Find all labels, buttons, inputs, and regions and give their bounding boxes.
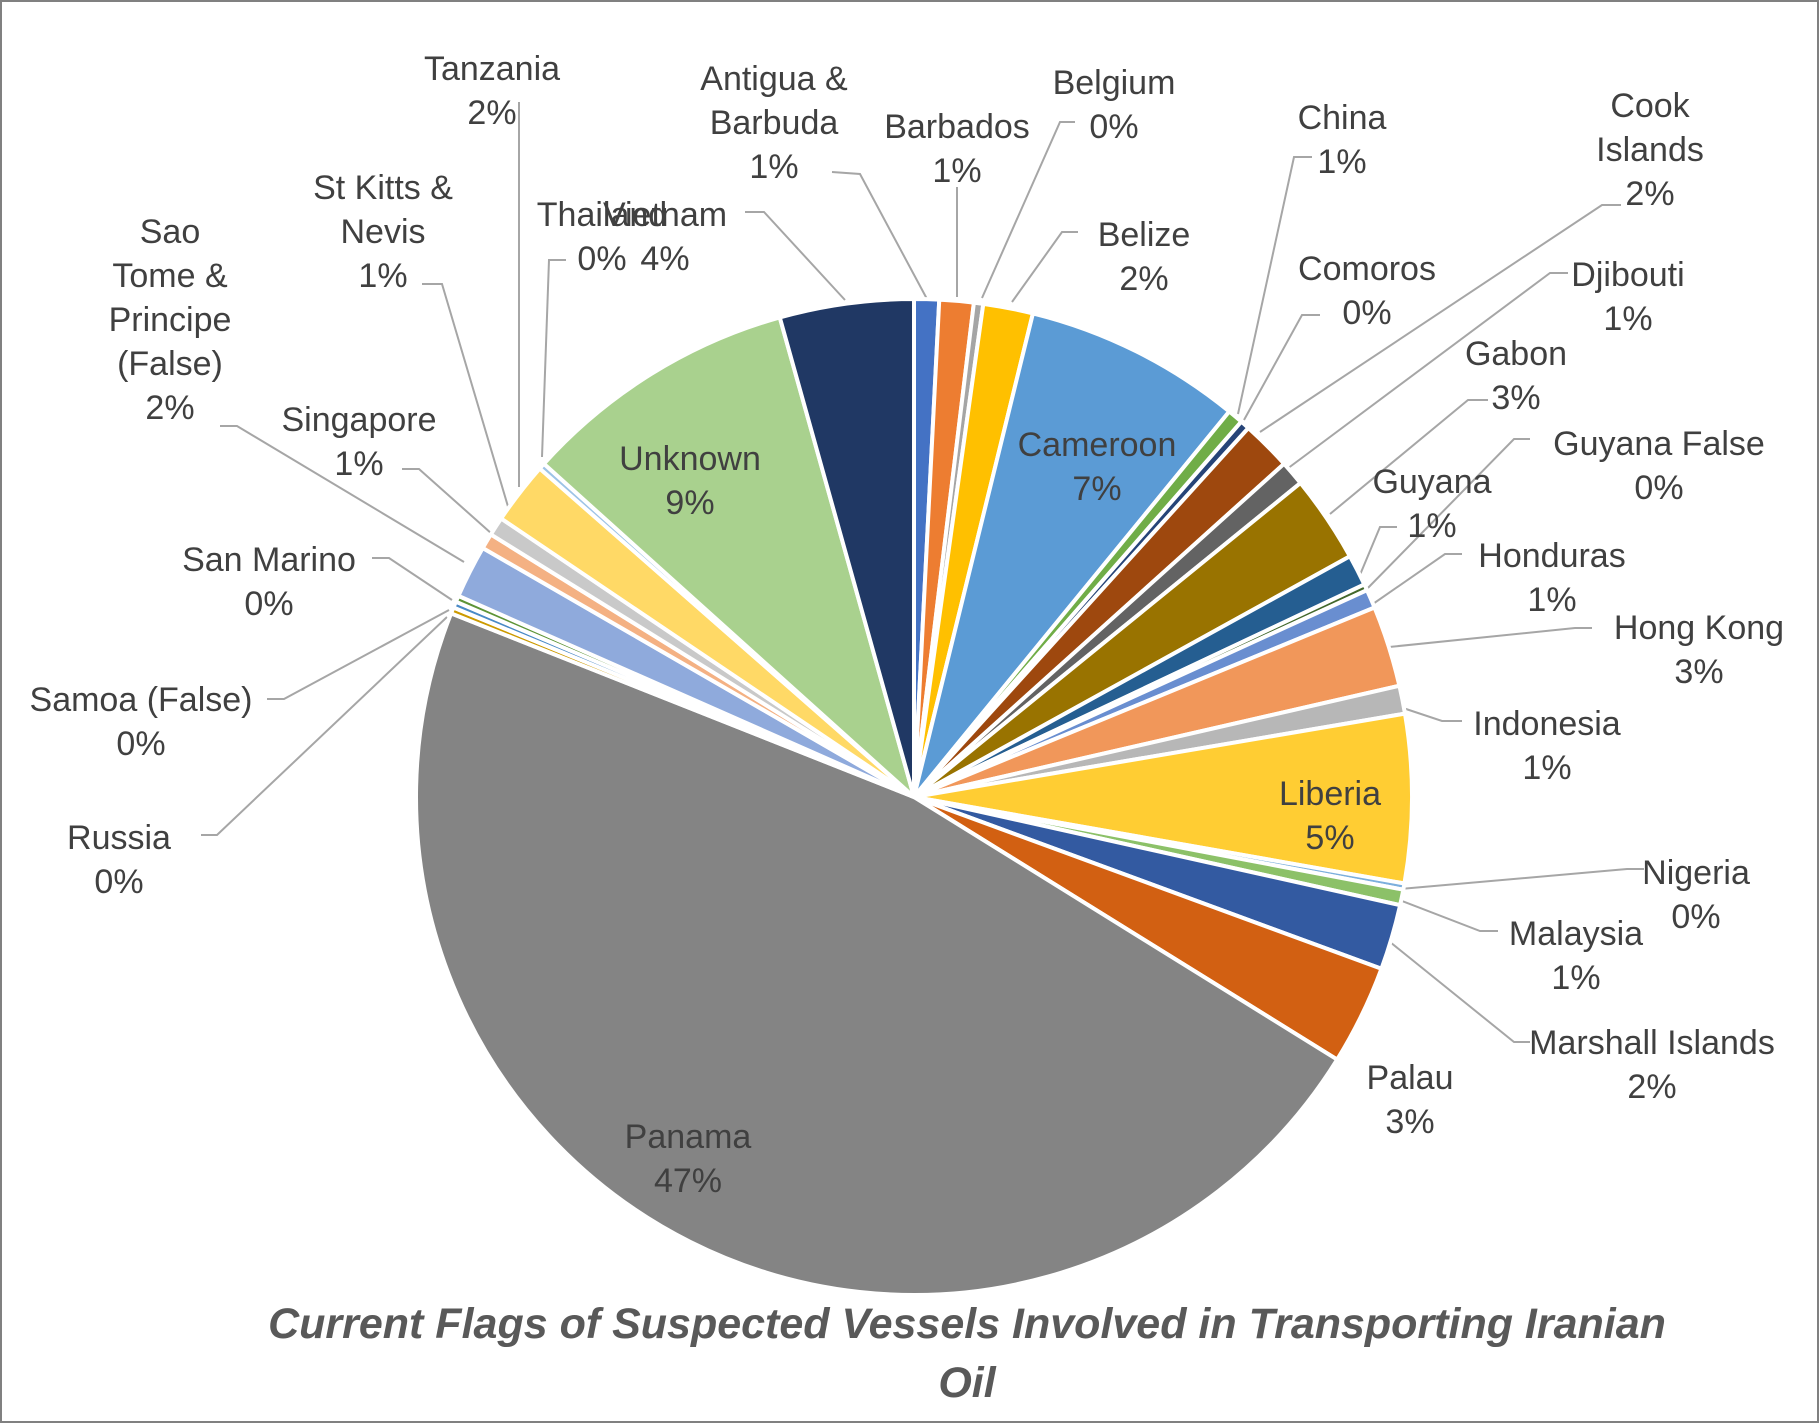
leader-line-hong-kong [1388,627,1592,648]
leader-line-russia [201,616,448,836]
leader-line-guyana [1356,526,1397,583]
chart-title-line-1: Current Flags of Suspected Vessels Invol… [268,1300,1666,1348]
pie-slice-unknown [541,315,916,799]
data-label-belize: Belize 2% [1098,216,1191,298]
data-label-antigua-barbuda: Antigua & Barbuda 1% [700,60,848,186]
data-label-cook-islands: Cook Islands 2% [1596,87,1704,213]
data-label-vietnam: Vietnam 4% [603,196,727,278]
data-label-thailand: Thailand 0% [537,196,667,278]
leader-line-china [1237,156,1312,415]
leader-line-marshall-islands [1389,941,1530,1043]
leader-lines [201,102,1644,1043]
data-label-russia: Russia 0% [67,819,171,901]
leader-line-antigua-barbuda [831,171,928,300]
leader-line-guyana-false [1361,438,1530,595]
data-label-comoros: Comoros 0% [1298,250,1436,332]
leader-line-thailand [541,259,566,458]
data-label-djibouti: Djibouti 1% [1571,256,1684,338]
data-label-indonesia: Indonesia 1% [1473,705,1621,787]
data-label-singapore: Singapore 1% [281,401,436,483]
data-label-liberia: Liberia 5% [1279,775,1381,857]
data-label-unknown: Unknown 9% [619,440,761,522]
leader-line-indonesia [1399,706,1462,722]
data-label-barbados: Barbados 1% [884,108,1030,190]
leader-line-cook-islands [1259,204,1621,433]
data-label-nigeria: Nigeria 0% [1642,854,1750,936]
pie-slices [414,296,1414,1297]
data-label-cameroon: Cameroon 7% [1018,426,1177,508]
leader-line-honduras [1369,553,1462,607]
data-label-panama: Panama 47% [625,1118,752,1200]
leader-line-singapore [402,468,493,535]
data-label-sao-tome-principe-false: Sao Tome & Principe (False) 2% [109,213,232,427]
leader-line-samoa-false [267,609,450,700]
leader-line-st-kitts-nevis [422,283,513,521]
data-label-belgium: Belgium 0% [1053,64,1176,146]
data-label-st-kitts-nevis: St Kitts & Nevis 1% [313,169,453,295]
data-labels: Antigua & Barbuda 1% Barbados 1% Belgium 0% Bel… [30,50,1785,1200]
leader-line-malaysia [1396,898,1498,932]
data-label-san-marino: San Marino 0% [182,541,356,623]
data-label-samoa-false: Samoa (False) 0% [30,681,253,763]
data-label-palau: Palau 3% [1367,1059,1454,1141]
leader-line-gabon [1329,399,1488,515]
data-label-china: China 1% [1298,99,1387,181]
pie-slice-panama [414,611,1340,1297]
leader-line-belgium [981,121,1075,299]
leader-line-san-marino [372,557,453,601]
data-label-guyana-false: Guyana False 0% [1553,425,1765,507]
chart-title-line-2: Oil [938,1359,996,1407]
leader-line-vietnam [745,211,846,301]
data-label-honduras: Honduras 1% [1478,537,1625,619]
data-label-marshall-islands: Marshall Islands 2% [1529,1024,1775,1106]
leader-line-nigeria [1399,868,1644,890]
leader-line-belize [1011,231,1078,303]
data-label-guyana: Guyana 1% [1372,463,1491,545]
data-label-hong-kong: Hong Kong 3% [1614,609,1784,691]
data-label-malaysia: Malaysia 1% [1509,915,1643,997]
pie-slice-vietnam [777,297,916,799]
data-label-tanzania: Tanzania 2% [424,50,560,132]
data-label-gabon: Gabon 3% [1465,335,1567,417]
leader-line-djibouti [1286,272,1568,470]
pie-slice-cameroon [912,311,1232,799]
leader-line-comoros [1243,314,1320,421]
leader-line-sao-tome-principe-false [220,425,465,563]
pie-slice-liberia [912,711,1414,886]
